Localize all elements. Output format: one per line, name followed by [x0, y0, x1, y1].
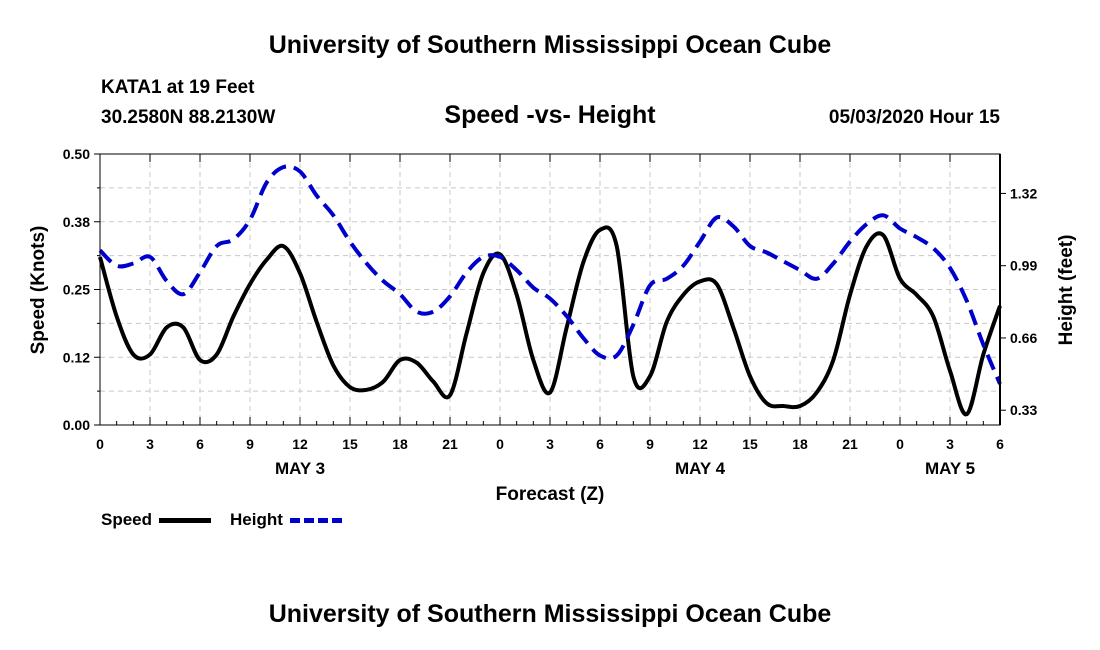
bottom-banner: University of Southern Mississippi Ocean… — [268, 600, 832, 628]
y2-tick-label: 1.32 — [1010, 185, 1037, 201]
x-tick-label: 12 — [692, 436, 708, 452]
day-label: MAY 3 — [275, 459, 325, 478]
x-tick-label: 3 — [546, 436, 554, 452]
x-tick-label: 0 — [496, 436, 504, 452]
y-tick-label: 0.25 — [63, 282, 90, 298]
chart-title: Speed -vs- Height — [444, 101, 656, 129]
x-tick-label: 15 — [342, 436, 358, 452]
series-line-height — [98, 164, 1002, 385]
legend-speed-swatch — [159, 518, 211, 523]
x-tick-label: 18 — [792, 436, 808, 452]
x-tick-label: 6 — [996, 436, 1004, 452]
legend-height-label: Height — [230, 510, 283, 529]
grid-lines — [100, 154, 1000, 425]
series-line-speed — [98, 225, 1002, 417]
x-tick-label: 6 — [596, 436, 604, 452]
x-tick-label: 0 — [96, 436, 104, 452]
top-banner: University of Southern Mississippi Ocean… — [268, 31, 832, 59]
station-label: KATA1 at 19 Feet — [101, 77, 255, 98]
y-tick-label: 0.00 — [63, 417, 90, 433]
y-tick-label: 0.50 — [63, 146, 90, 162]
x-tick-label: 18 — [392, 436, 408, 452]
x-tick-label: 6 — [196, 436, 204, 452]
axes: 0 3 6 9 12 15 18 21 0 3 6 9 12 15 18 21 0 3 6 0.00 0.12 0.25 0… — [63, 146, 1038, 478]
day-label: MAY 5 — [925, 459, 975, 478]
day-label: MAY 4 — [675, 459, 726, 478]
forecast-timestamp: 05/03/2020 Hour 15 — [828, 107, 1000, 128]
y2-tick-label: 0.66 — [1010, 330, 1037, 346]
legend-speed-label: Speed — [101, 510, 153, 529]
y-axis-label: Speed (Knots) — [28, 226, 49, 355]
y2-tick-label: 0.33 — [1010, 402, 1037, 418]
series-layer — [98, 164, 1002, 417]
x-axis-label: Forecast (Z) — [496, 484, 605, 505]
x-tick-label: 15 — [742, 436, 758, 452]
legend-height-swatch — [290, 518, 342, 523]
x-tick-label: 3 — [946, 436, 954, 452]
x-tick-label: 3 — [146, 436, 154, 452]
station-coordinates: 30.2580N 88.2130W — [101, 107, 276, 128]
x-tick-label: 21 — [442, 436, 458, 452]
y-tick-label: 0.12 — [63, 349, 90, 365]
x-tick-label: 12 — [292, 436, 308, 452]
x-tick-label: 9 — [246, 436, 254, 452]
x-tick-label: 21 — [842, 436, 858, 452]
x-tick-label: 9 — [646, 436, 654, 452]
y2-axis-label: Height (feet) — [1056, 235, 1077, 346]
y-tick-label: 0.38 — [63, 214, 90, 230]
x-tick-label: 0 — [896, 436, 904, 452]
y2-tick-label: 0.99 — [1010, 258, 1037, 274]
